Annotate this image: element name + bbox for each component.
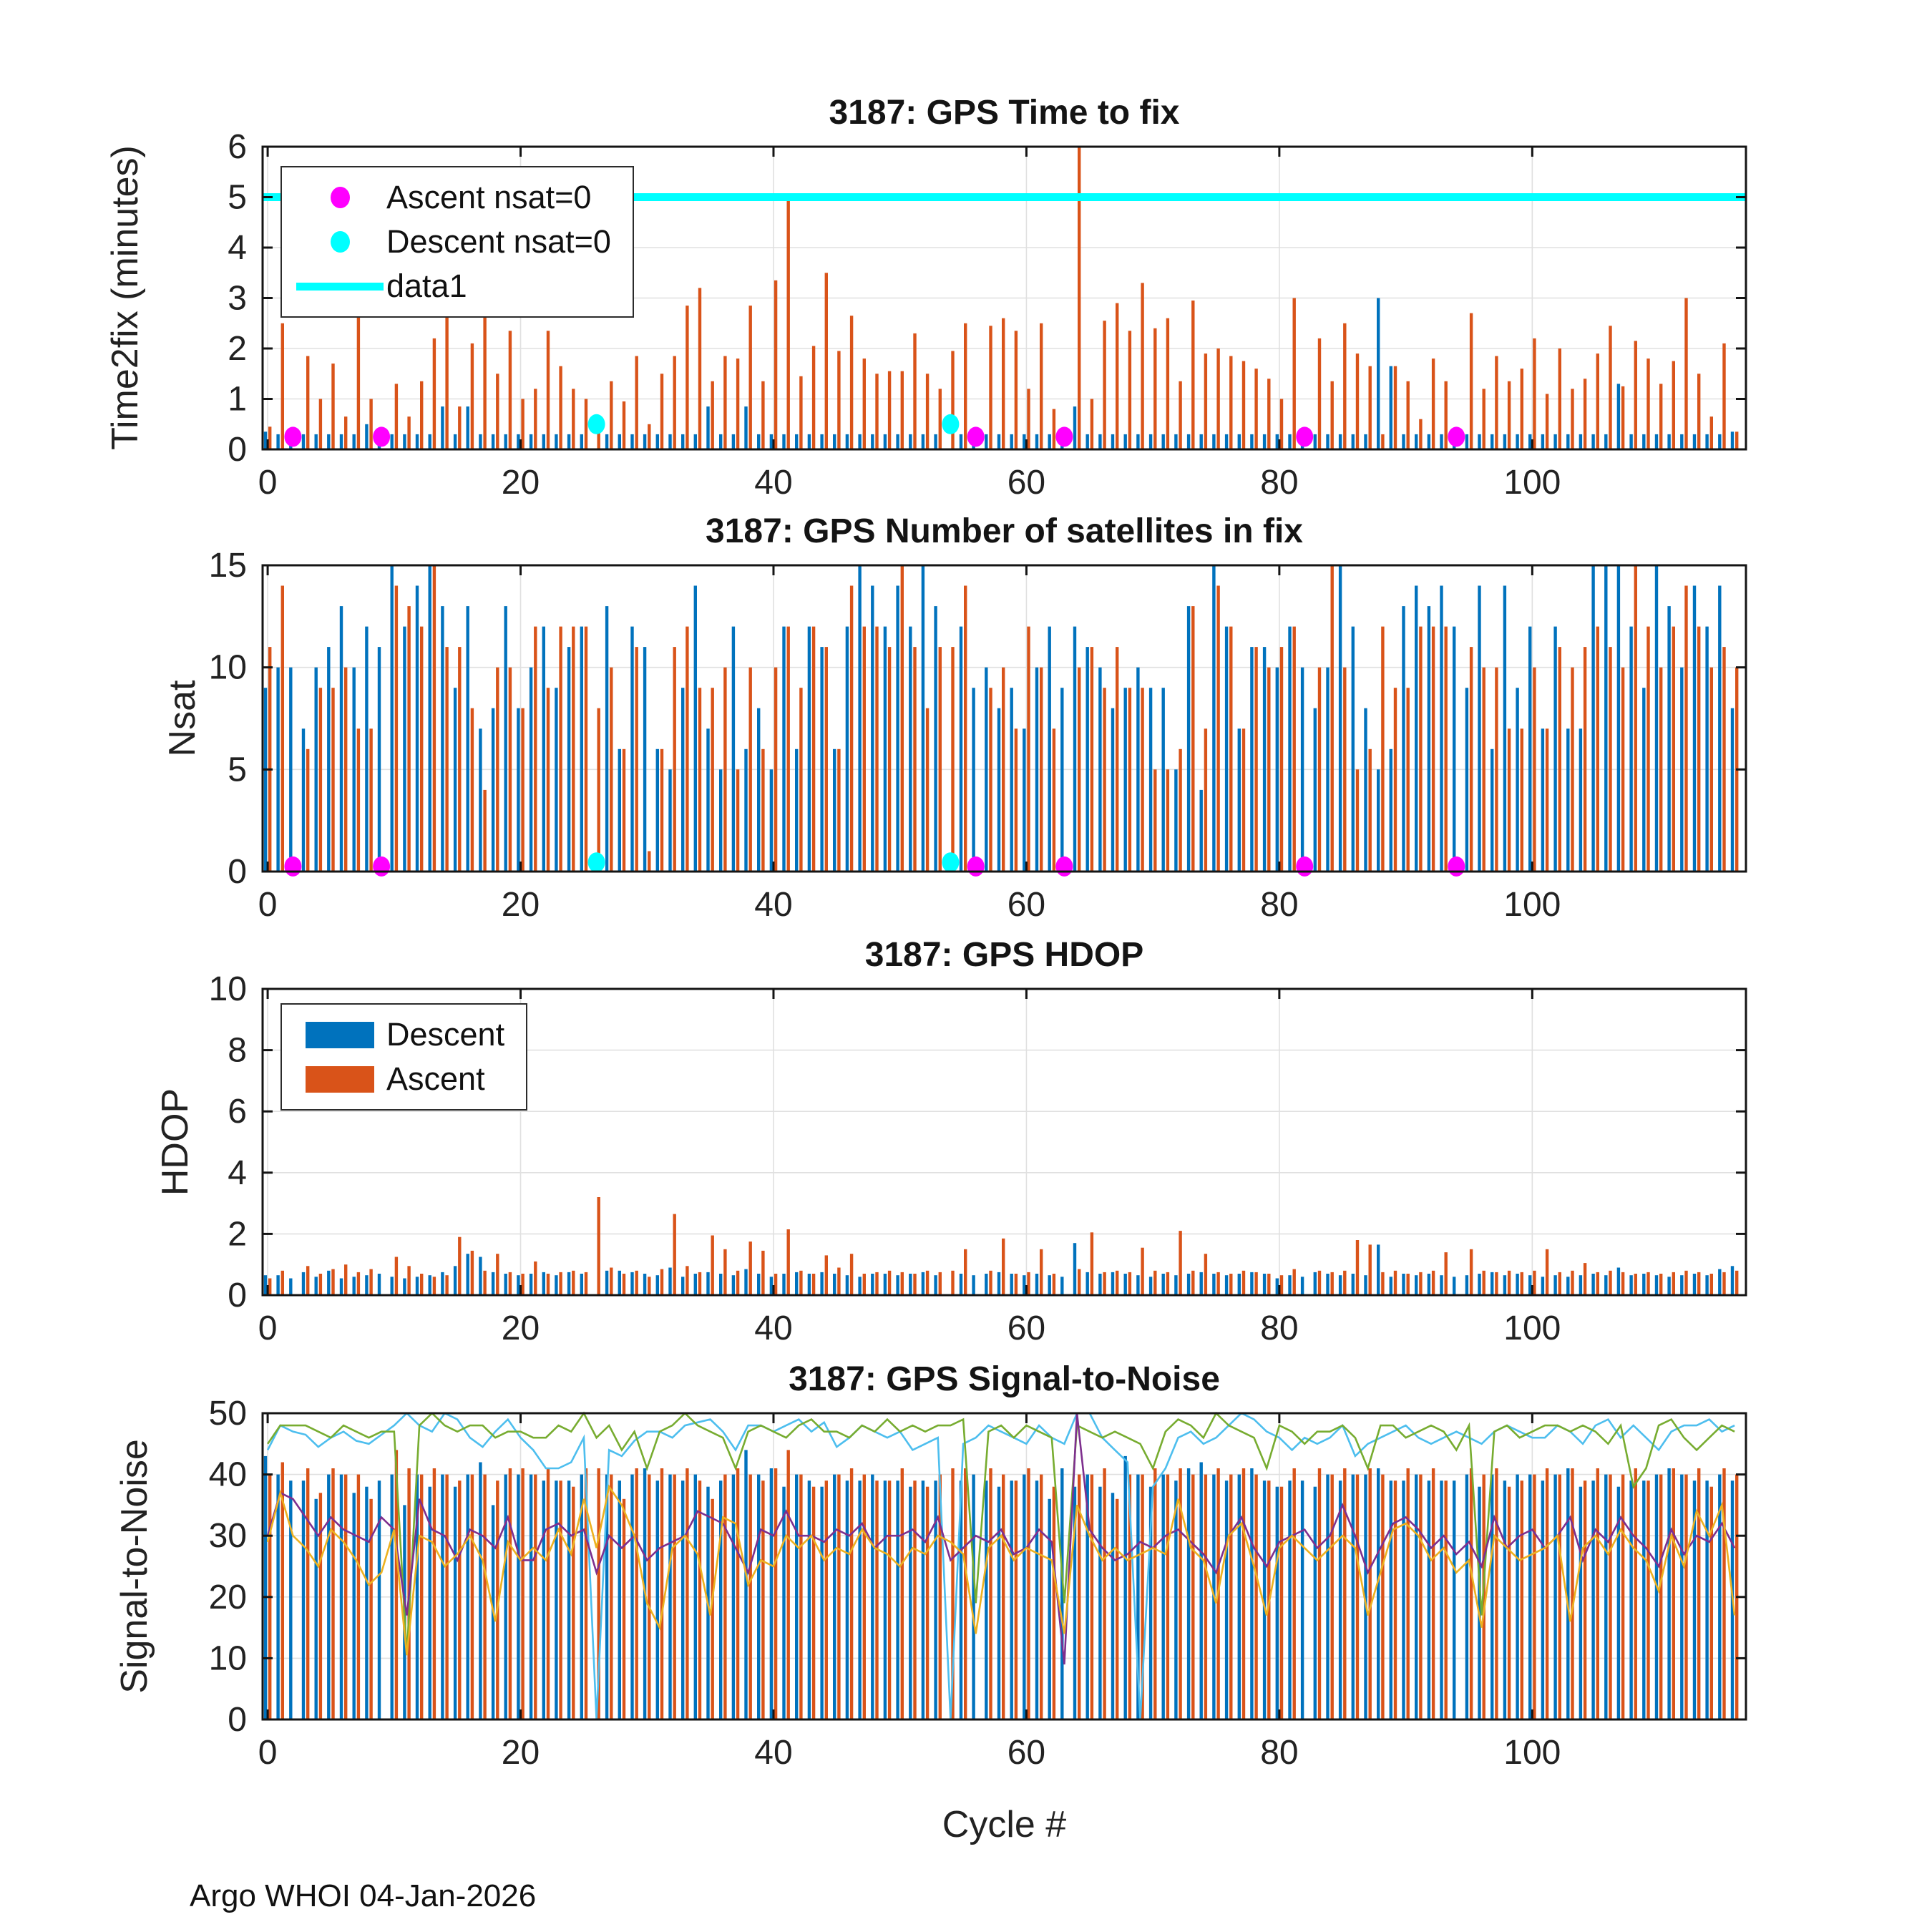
- svg-text:60: 60: [1008, 464, 1045, 502]
- svg-text:0: 0: [228, 853, 247, 891]
- svg-text:10: 10: [209, 1639, 247, 1677]
- descent-swatch-icon: [306, 1021, 374, 1048]
- chart4-title: 3187: GPS Signal-to-Noise: [789, 1360, 1220, 1398]
- svg-text:6: 6: [228, 1093, 247, 1131]
- svg-text:40: 40: [754, 464, 792, 502]
- svg-text:50: 50: [209, 1395, 247, 1433]
- svg-text:10: 10: [209, 970, 247, 1008]
- svg-text:80: 80: [1260, 886, 1298, 924]
- legend-label: Descent nsat=0: [386, 223, 611, 260]
- svg-text:100: 100: [1503, 464, 1561, 502]
- svg-text:4: 4: [228, 229, 247, 267]
- svg-text:60: 60: [1008, 886, 1045, 924]
- svg-text:100: 100: [1503, 886, 1561, 924]
- legend-item-data1: data1: [293, 268, 611, 305]
- chart2-title: 3187: GPS Number of satellites in fix: [706, 512, 1303, 550]
- chart2-ylabel: Nsat: [162, 680, 203, 757]
- data1-line-icon: [296, 282, 384, 291]
- svg-text:0: 0: [228, 431, 247, 469]
- svg-text:60: 60: [1008, 1309, 1045, 1347]
- svg-text:0: 0: [258, 1734, 278, 1772]
- descent-nsat0-dot-icon: [330, 231, 350, 253]
- ascent-swatch-icon: [306, 1065, 374, 1093]
- svg-text:10: 10: [209, 649, 247, 687]
- svg-text:20: 20: [502, 1734, 540, 1772]
- chart3-ylabel: HDOP: [155, 1088, 196, 1196]
- svg-text:80: 80: [1260, 1734, 1298, 1772]
- svg-text:3: 3: [228, 280, 247, 318]
- svg-text:30: 30: [209, 1517, 247, 1555]
- svg-text:100: 100: [1503, 1734, 1561, 1772]
- svg-text:80: 80: [1260, 1309, 1298, 1347]
- figure-footer: Argo WHOI 04-Jan-2026: [190, 1878, 537, 1913]
- svg-text:0: 0: [258, 886, 278, 924]
- svg-text:2: 2: [228, 1215, 247, 1253]
- svg-text:4: 4: [228, 1154, 247, 1192]
- svg-text:40: 40: [209, 1456, 247, 1494]
- legend-item-ascent: Ascent: [293, 1060, 504, 1098]
- chart4-ylabel: Signal-to-Noise: [114, 1439, 155, 1694]
- ascent-nsat0-dot-icon: [330, 187, 350, 208]
- svg-text:5: 5: [228, 179, 247, 217]
- svg-text:40: 40: [754, 1309, 792, 1347]
- svg-text:20: 20: [502, 464, 540, 502]
- legend-item-ascent-nsat0: Ascent nsat=0: [293, 179, 611, 216]
- chart3-title: 3187: GPS HDOP: [864, 936, 1144, 974]
- legend-label: Ascent: [386, 1060, 485, 1097]
- svg-text:1: 1: [228, 381, 247, 419]
- svg-text:0: 0: [228, 1701, 247, 1739]
- svg-text:0: 0: [258, 464, 278, 502]
- svg-text:80: 80: [1260, 464, 1298, 502]
- svg-text:0: 0: [228, 1277, 247, 1314]
- svg-text:20: 20: [209, 1579, 247, 1616]
- chart1-legend: Ascent nsat=0 Descent nsat=0 data1: [280, 166, 634, 318]
- svg-text:2: 2: [228, 330, 247, 368]
- svg-text:100: 100: [1503, 1309, 1561, 1347]
- svg-text:60: 60: [1008, 1734, 1045, 1772]
- chart1-title: 3187: GPS Time to fix: [829, 94, 1180, 132]
- svg-text:40: 40: [754, 1734, 792, 1772]
- svg-text:8: 8: [228, 1032, 247, 1070]
- svg-text:20: 20: [502, 886, 540, 924]
- svg-text:0: 0: [258, 1309, 278, 1347]
- legend-label: data1: [386, 268, 467, 304]
- svg-text:6: 6: [228, 128, 247, 166]
- svg-text:40: 40: [754, 886, 792, 924]
- svg-text:15: 15: [209, 547, 247, 585]
- legend-item-descent-nsat0: Descent nsat=0: [293, 223, 611, 260]
- svg-text:5: 5: [228, 751, 247, 789]
- chart3-legend: Descent Ascent: [280, 1003, 528, 1111]
- svg-text:20: 20: [502, 1309, 540, 1347]
- chart4-xlabel: Cycle #: [942, 1804, 1067, 1845]
- chart1-ylabel: Time2fix (minutes): [104, 145, 146, 450]
- legend-item-descent: Descent: [293, 1016, 504, 1053]
- legend-label: Descent: [386, 1016, 505, 1053]
- legend-label: Ascent nsat=0: [386, 179, 592, 215]
